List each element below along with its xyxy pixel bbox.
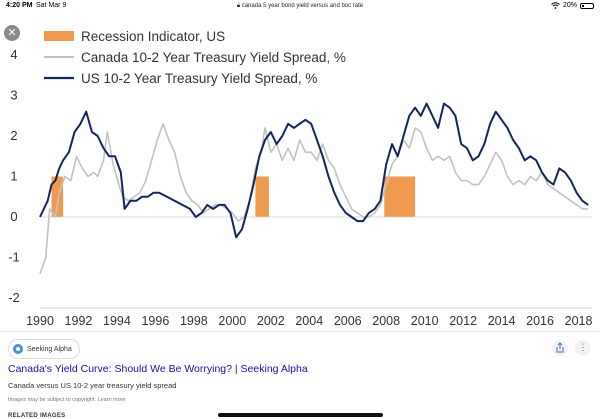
share-button[interactable] [552,340,568,356]
more-options-button[interactable]: ⋮ [575,340,591,356]
x-tick-label: 2010 [411,314,439,328]
x-tick-label: 2016 [526,314,554,328]
x-tick-label: 1990 [26,314,54,328]
source-chip[interactable]: Seeking Alpha [8,339,80,359]
more-icon: ⋮ [578,342,588,352]
x-tick-label: 2000 [218,314,246,328]
close-icon: ✕ [7,27,17,39]
result-title[interactable]: Canada's Yield Curve: Should We Be Worry… [8,363,308,375]
status-bar: 4:20 PM Sat Mar 9 🔒︎ canada 5 year bond … [0,0,600,12]
x-tick-label: 2014 [488,314,516,328]
y-tick-label: -2 [8,290,20,305]
x-tick-label: 2018 [565,314,593,328]
y-tick-label: -1 [8,250,20,265]
legend-label-recession: Recession Indicator, US [81,29,225,44]
recession-bar-2 [255,176,269,217]
url-bar[interactable]: 🔒︎ canada 5 year bond yield versus and b… [0,3,600,10]
home-indicator[interactable] [218,413,383,417]
x-tick-label: 1992 [65,314,93,328]
y-tick-label: 2 [10,128,17,143]
x-tick-label: 1994 [103,314,131,328]
us-spread-line [39,102,589,239]
legend-label-us: US 10-2 Year Treasury Yield Spread, % [81,71,317,86]
status-date: Sat Mar 9 [36,2,67,9]
globe-icon [13,344,23,354]
status-indicators: 20% [551,2,594,9]
result-snippet: Canada versus US 10-2 year treasury yiel… [8,381,177,390]
related-images-heading: RELATED IMAGES [8,413,66,419]
x-tick-label: 1998 [180,314,208,328]
x-tick-label: 2008 [372,314,400,328]
recession-bar-3 [384,176,416,217]
legend-label-canada: Canada 10-2 Year Treasury Yield Spread, … [81,50,346,65]
y-tick-label: 4 [10,47,17,62]
x-tick-label: 1996 [141,314,169,328]
x-tick-label: 2006 [334,314,362,328]
divider [0,331,600,332]
chart: 4 3 2 1 0 -1 -2 1990 1992 1994 1996 1998 2000 2002 200… [8,29,593,328]
y-tick-label: 0 [10,209,17,224]
url-text: canada 5 year bond yield versus and boc … [241,3,364,9]
wifi-icon [551,2,560,9]
x-tick-label: 2004 [295,314,323,328]
battery-percent: 20% [562,2,577,9]
recession-bar-1 [51,176,64,217]
copyright-notice[interactable]: Images may be subject to copyright. Lear… [8,397,126,403]
source-name: Seeking Alpha [27,345,72,353]
x-tick-label: 2002 [257,314,285,328]
x-tick-label: 2012 [449,314,477,328]
canada-spread-line [39,123,589,274]
close-button[interactable]: ✕ [4,25,20,41]
status-time: 4:20 PM [6,2,33,9]
legend-swatch-recession [44,31,74,41]
y-tick-label: 1 [10,169,17,184]
lock-icon: 🔒︎ [236,3,242,9]
battery-icon [580,2,594,9]
share-icon [556,342,564,353]
y-tick-label: 3 [10,88,17,103]
